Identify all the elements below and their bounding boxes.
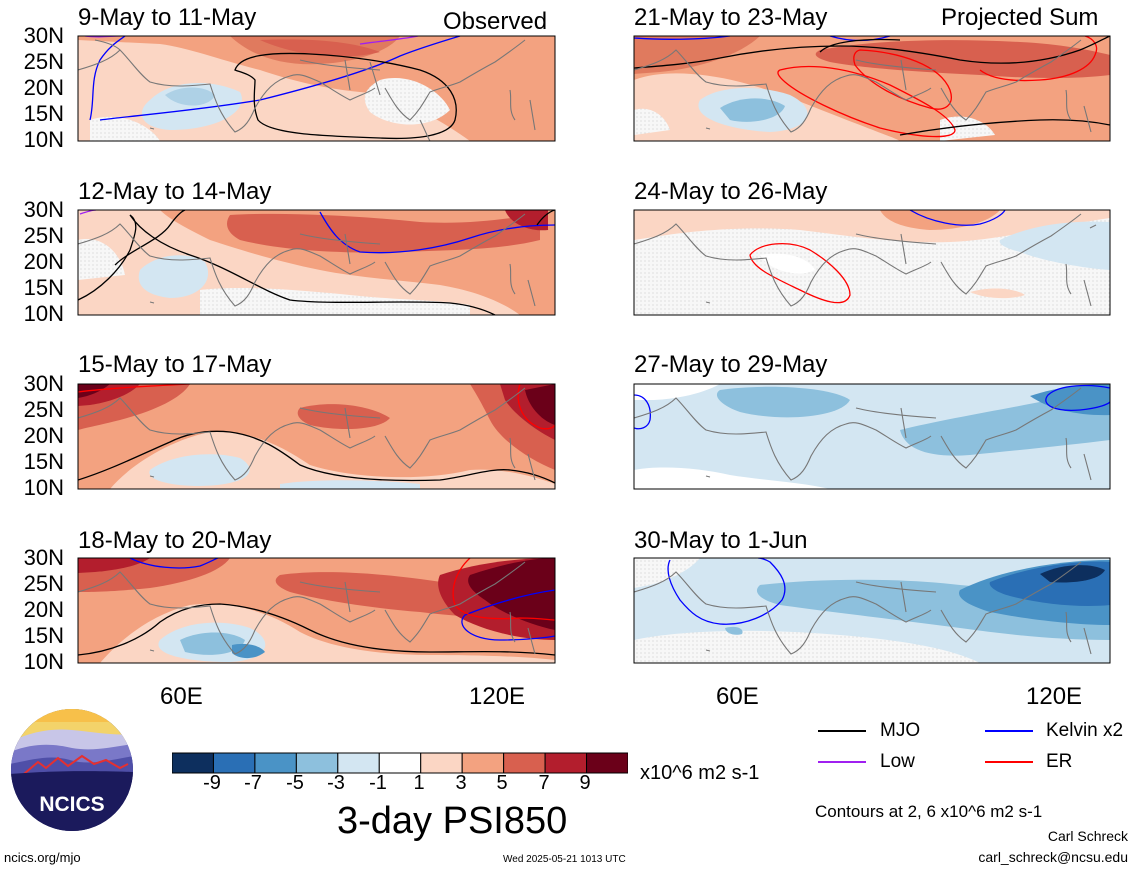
colorbar-swatch bbox=[503, 752, 546, 774]
y-tick-10n: 10N bbox=[23, 301, 64, 326]
panel-title-5: 21-May to 23-May bbox=[634, 4, 828, 31]
y-tick-30n: 30N bbox=[23, 23, 64, 48]
legend-er-label: ER bbox=[1046, 751, 1073, 772]
y-tick-20n: 20N bbox=[23, 423, 64, 448]
colorbar-swatch bbox=[295, 752, 339, 774]
y-tick-10n: 10N bbox=[23, 649, 64, 674]
site-link[interactable]: ncics.org/mjo bbox=[4, 850, 81, 865]
x-tick-120e: 120E bbox=[469, 683, 526, 710]
map-frame-7 bbox=[633, 383, 1111, 490]
colorbar-swatch bbox=[212, 752, 256, 774]
y-tick-15n: 15N bbox=[23, 449, 64, 474]
colorbar-swatch bbox=[172, 752, 214, 774]
y-tick-10n: 10N bbox=[23, 127, 64, 152]
colorbar-swatch bbox=[378, 752, 422, 774]
legend-low-label: Low bbox=[880, 751, 915, 772]
colorbar-label: -7 bbox=[244, 772, 262, 794]
map-panel-5 bbox=[634, 36, 1110, 141]
colorbar-label: 5 bbox=[496, 772, 508, 794]
map-frame-3 bbox=[77, 383, 556, 490]
panel-title-3: 15-May to 17-May bbox=[78, 351, 272, 378]
colorbar-label: -3 bbox=[327, 772, 345, 794]
panel-title-7: 27-May to 29-May bbox=[634, 351, 828, 378]
colorbar-swatch bbox=[337, 752, 380, 774]
legend-lines bbox=[818, 730, 1033, 763]
colorbar-label: -9 bbox=[203, 772, 221, 794]
y-tick-15n: 15N bbox=[23, 275, 64, 300]
colorbar-label: 3 bbox=[455, 772, 467, 794]
timestamp: Wed 2025-05-21 1013 UTC bbox=[503, 854, 626, 865]
panel-title-6: 24-May to 26-May bbox=[634, 178, 828, 205]
map-frame-1 bbox=[77, 35, 556, 142]
y-tick-30n: 30N bbox=[23, 545, 64, 570]
y-tick-30n: 30N bbox=[23, 371, 64, 396]
colorbar-swatch bbox=[254, 752, 297, 774]
colorbar-swatch bbox=[544, 752, 588, 774]
colorbar-label: 9 bbox=[579, 772, 591, 794]
x-tick-60e: 60E bbox=[160, 683, 203, 710]
map-frame-6 bbox=[633, 209, 1111, 316]
colorbar-label: -1 bbox=[369, 772, 387, 794]
colorbar-label: -5 bbox=[286, 772, 304, 794]
y-tick-10n: 10N bbox=[23, 475, 64, 500]
map-panel-4 bbox=[78, 558, 555, 663]
y-tick-15n: 15N bbox=[23, 101, 64, 126]
map-frame-5 bbox=[633, 35, 1111, 142]
observed-label: Observed bbox=[443, 8, 548, 35]
map-panel-3 bbox=[78, 384, 555, 489]
colorbar-swatch bbox=[461, 752, 505, 774]
legend-mjo-label: MJO bbox=[880, 720, 921, 741]
x-tick-60e: 60E bbox=[716, 683, 759, 710]
y-tick-20n: 20N bbox=[23, 597, 64, 622]
y-tick-25n: 25N bbox=[23, 571, 64, 596]
map-panel-1 bbox=[78, 36, 555, 141]
colorbar-swatch bbox=[420, 752, 463, 774]
colorbar-swatch bbox=[586, 752, 628, 774]
y-tick-15n: 15N bbox=[23, 623, 64, 648]
figure-title: 3-day PSI850 bbox=[337, 800, 568, 842]
projected-sum-label: Projected Sum bbox=[941, 4, 1099, 31]
y-tick-25n: 25N bbox=[23, 397, 64, 422]
map-frame-8 bbox=[633, 557, 1111, 664]
ncics-logo-text: NCICS bbox=[39, 793, 104, 816]
ncics-logo: NCICS bbox=[11, 709, 133, 831]
legend-kelvin-label: Kelvin x2 bbox=[1046, 720, 1124, 741]
panel-title-2: 12-May to 14-May bbox=[78, 178, 272, 205]
map-panel-8 bbox=[634, 558, 1110, 663]
colorbar-label: 1 bbox=[413, 772, 425, 794]
y-tick-30n: 30N bbox=[23, 197, 64, 222]
map-frame-4 bbox=[77, 557, 556, 664]
panel-title-8: 30-May to 1-Jun bbox=[634, 527, 808, 554]
y-tick-20n: 20N bbox=[23, 75, 64, 100]
map-panel-2 bbox=[78, 210, 555, 315]
y-tick-25n: 25N bbox=[23, 49, 64, 74]
colorbar-units: x10^6 m2 s-1 bbox=[640, 762, 760, 784]
map-panel-7 bbox=[634, 384, 1110, 489]
map-panels bbox=[77, 35, 1111, 664]
panel-title-1: 9-May to 11-May bbox=[78, 4, 257, 31]
map-panel-6 bbox=[634, 210, 1110, 315]
panel-title-4: 18-May to 20-May bbox=[78, 527, 272, 554]
colorbar-label: 7 bbox=[538, 772, 550, 794]
author-name: Carl Schreck bbox=[1047, 828, 1128, 844]
map-frame-2 bbox=[77, 209, 556, 316]
colorbar bbox=[172, 752, 628, 774]
x-tick-120e: 120E bbox=[1026, 683, 1083, 710]
y-tick-25n: 25N bbox=[23, 223, 64, 248]
contours-note: Contours at 2, 6 x10^6 m2 s-1 bbox=[815, 802, 1043, 821]
y-tick-20n: 20N bbox=[23, 249, 64, 274]
colorbar-labels: -9 -7 -5 -3 -1 1 3 5 7 9 bbox=[0, 772, 660, 798]
author-email[interactable]: carl_schreck@ncsu.edu bbox=[978, 849, 1128, 865]
